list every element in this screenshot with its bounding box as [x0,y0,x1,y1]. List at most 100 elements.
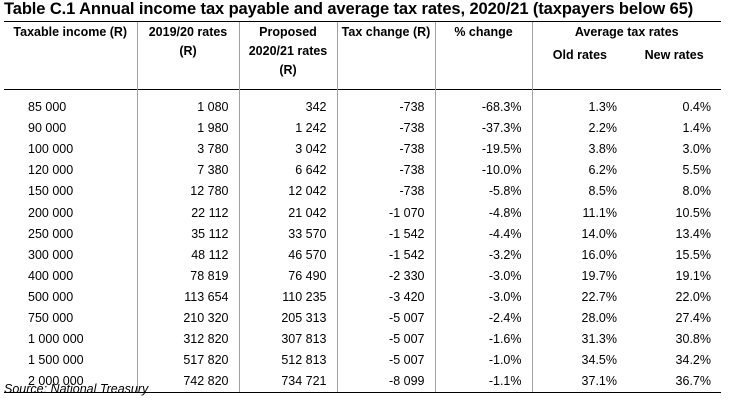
header-rates-2019-label: 2019/20 rates [148,25,228,39]
cell-tax-change: -5 007 [336,307,435,330]
cell-rates-2019: 3 780 [136,139,239,161]
cell-taxable-income: 750 000 [28,310,74,325]
cell-new-rate: 36.7% [627,371,721,394]
cell-taxable-income: 500 000 [28,289,74,304]
cell-pct-change: -3.0% [434,286,532,308]
table-row: 300 000 48 112 46 570 -1 542 -3.2% 16.0% 15.5% [4,244,721,266]
cell-old-rate: 22.7% [531,286,627,308]
header-proposed-line2: 2020/21 rates [248,44,328,58]
cell-tax-change: -1 070 [336,202,435,224]
cell-tax-change: -1 542 [336,244,435,266]
cell-pct-change: -4.8% [434,202,532,224]
cell-rates-2019: 22 112 [136,202,239,224]
table-body: 85 000 1 080 342 -738 -68.3% 1.3% 0.4% 90 000 1 … [4,89,721,394]
cell-pct-change: -1.0% [434,350,532,372]
cell-rates-2019: 312 820 [136,329,239,351]
header-tax-change: Tax change (R) [336,21,435,90]
cell-new-rate: 19.1% [675,268,711,283]
cell-proposed-rates: 46 570 [238,244,337,266]
cell-proposed-rates: 205 313 [238,307,337,330]
cell-proposed-rates: 110 235 [238,286,337,308]
table-row: 750 000 210 320 205 313 -5 007 -2.4% 28.0% 27.… [4,307,721,330]
cell-proposed-rates: 12 042 [238,181,337,203]
cell-pct-change: -68.3% [434,89,532,119]
source-note: Source: National Treasury [4,382,149,396]
cell-new-rate: 3.0% [682,142,712,157]
cell-old-rate: 2.2% [531,118,627,140]
table-row: 2 000 000 742 820 734 721 -8 099 -1.1% 37.1% 3… [4,371,721,394]
cell-pct-change: -5.8% [434,181,532,203]
table-row: 250 000 35 112 33 570 -1 542 -4.4% 14.0% 13.4% [4,223,721,245]
cell-tax-change: -738 [336,118,435,140]
cell-new-rate: 27.4% [675,310,711,325]
table-row: 200 000 22 112 21 042 -1 070 -4.8% 11.1% 10.5% [4,202,721,224]
cell-old-rate: 28.0% [531,307,627,330]
table-row: 150 000 12 780 12 042 -738 -5.8% 8.5% 8.0% [4,181,721,203]
cell-proposed-rates: 512 813 [238,350,337,372]
cell-tax-change: -5 007 [336,329,435,351]
table-row: 100 000 3 780 3 042 -738 -19.5% 3.8% 3.0% [4,139,721,161]
cell-proposed-rates: 76 490 [238,265,337,287]
cell-rates-2019: 7 380 [136,160,239,182]
cell-new-rate: 30.8% [675,332,711,347]
cell-taxable-income: 1 000 000 [28,332,84,347]
cell-new-rate: 34.2% [675,353,711,368]
cell-old-rate: 16.0% [531,244,627,266]
table-title: Table C.1 Annual income tax payable and … [4,0,694,18]
cell-taxable-income: 85 000 [28,100,67,115]
cell-new-rate: 0.4% [682,100,712,115]
cell-taxable-income: 200 000 [28,205,74,220]
table-row: 400 000 78 819 76 490 -2 330 -3.0% 19.7% 19.1% [4,265,721,287]
cell-pct-change: -37.3% [434,118,532,140]
header-proposed-line1: Proposed [259,25,317,39]
cell-pct-change: -1.1% [434,371,532,394]
cell-proposed-rates: 734 721 [238,371,337,394]
cell-rates-2019: 742 820 [136,371,239,394]
cell-old-rate: 6.2% [531,160,627,182]
table-row: 120 000 7 380 6 642 -738 -10.0% 6.2% 5.5% [4,160,721,182]
cell-new-rate: 1.4% [682,121,712,136]
cell-taxable-income: 1 500 000 [28,353,84,368]
cell-proposed-rates: 3 042 [238,139,337,161]
cell-old-rate: 31.3% [531,329,627,351]
cell-tax-change: -5 007 [336,350,435,372]
table-row: 1 000 000 312 820 307 813 -5 007 -1.6% 31.3% 3… [4,329,721,351]
cell-new-rate: 10.5% [675,205,711,220]
cell-tax-change: -1 542 [336,223,435,245]
cell-rates-2019: 1 080 [136,89,239,119]
cell-proposed-rates: 6 642 [238,160,337,182]
cell-old-rate: 37.1% [531,371,627,394]
table-header: Taxable income (R) 2019/20 rates (R) Pro… [4,21,721,90]
cell-pct-change: -3.0% [434,265,532,287]
cell-rates-2019: 12 780 [136,181,239,203]
cell-proposed-rates: 342 [238,89,337,119]
cell-pct-change: -1.6% [434,329,532,351]
cell-taxable-income: 400 000 [28,268,74,283]
cell-old-rate: 8.5% [531,181,627,203]
cell-proposed-rates: 307 813 [238,329,337,351]
header-avg-tax-rates-label: Average tax rates [574,25,679,39]
cell-taxable-income: 150 000 [28,184,74,199]
cell-rates-2019: 113 654 [136,286,239,308]
table-row: 1 500 000 517 820 512 813 -5 007 -1.0% 34.5% 3… [4,350,721,372]
cell-taxable-income: 250 000 [28,226,74,241]
cell-tax-change: -2 330 [336,265,435,287]
cell-new-rate: 5.5% [682,163,712,178]
header-old-rates: Old rates [552,48,607,62]
cell-pct-change: -19.5% [434,139,532,161]
cell-rates-2019: 48 112 [136,244,239,266]
cell-rates-2019: 210 320 [136,307,239,330]
cell-new-rate: 22.0% [675,289,711,304]
cell-rates-2019: 78 819 [136,265,239,287]
header-taxable-income: Taxable income (R) [4,21,137,90]
cell-old-rate: 3.8% [531,139,627,161]
cell-rates-2019: 1 980 [136,118,239,140]
header-avg-tax-rates: Average tax rates Old rates New rates [531,21,721,90]
cell-old-rate: 11.1% [531,202,627,224]
cell-old-rate: 1.3% [531,89,627,119]
cell-pct-change: -3.2% [434,244,532,266]
cell-proposed-rates: 1 242 [238,118,337,140]
cell-old-rate: 19.7% [531,265,627,287]
cell-tax-change: -738 [336,160,435,182]
